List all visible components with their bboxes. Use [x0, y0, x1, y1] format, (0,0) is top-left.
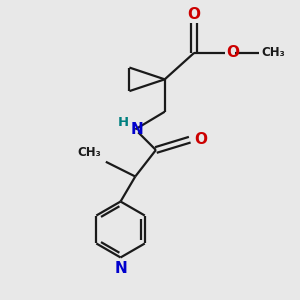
Text: N: N	[130, 122, 143, 137]
Text: O: O	[188, 7, 201, 22]
Text: O: O	[226, 45, 240, 60]
Text: CH₃: CH₃	[78, 146, 101, 159]
Text: CH₃: CH₃	[261, 46, 285, 59]
Text: H: H	[118, 116, 129, 128]
Text: N: N	[114, 261, 127, 276]
Text: O: O	[194, 132, 207, 147]
